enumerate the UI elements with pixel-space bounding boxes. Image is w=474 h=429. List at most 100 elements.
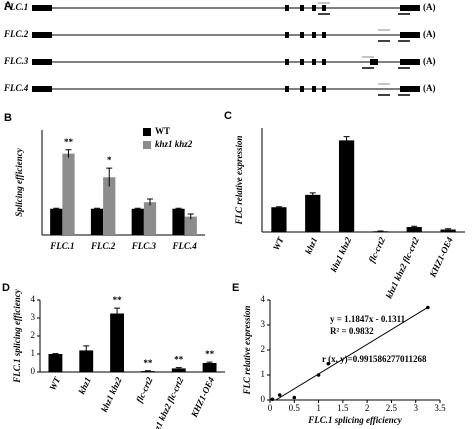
- exon: [300, 32, 304, 38]
- exon: [312, 59, 316, 65]
- exon: [32, 86, 52, 92]
- exon: [312, 86, 316, 92]
- legend-label: khz1 khz2: [155, 139, 193, 149]
- significance: **: [113, 295, 123, 305]
- error-bar: [275, 206, 282, 208]
- polya: (A): [423, 29, 436, 39]
- exon: [285, 32, 289, 38]
- error-bar: [175, 207, 182, 210]
- exon: [400, 59, 420, 65]
- exon: [32, 5, 52, 11]
- bar: [90, 208, 104, 235]
- exon: [312, 32, 316, 38]
- gene-label: FLC.1: [3, 2, 28, 12]
- significance: **: [143, 358, 153, 368]
- trendline: [275, 306, 429, 401]
- x-tick-label: khz1: [303, 235, 319, 255]
- bar: [372, 231, 389, 232]
- bar: [202, 363, 217, 372]
- x-tick-label: FLC.3: [131, 241, 157, 251]
- y-axis-label: FLC relative expression: [242, 306, 252, 396]
- x-tick-label: FLC.2: [90, 241, 116, 251]
- x-tick-label: flc-crt2: [134, 375, 155, 404]
- x-tick-label: FLC.4: [171, 241, 197, 251]
- x-tick-label: flc-crt2: [367, 235, 388, 264]
- y-tick-label: 2: [31, 330, 36, 340]
- error-bar: [65, 149, 72, 158]
- bar: [171, 368, 186, 372]
- y-tick-label: 3: [261, 319, 266, 329]
- panel-label: C: [224, 110, 232, 122]
- y-axis-label: FLC.1 splicing efficiency: [12, 288, 22, 384]
- point: [326, 361, 331, 366]
- error-bar: [83, 345, 90, 355]
- legend-swatch: [143, 141, 151, 149]
- legend-swatch: [143, 128, 151, 136]
- error-bar: [94, 207, 101, 210]
- bar: [271, 207, 287, 232]
- panel-label: E: [232, 282, 239, 294]
- exon: [370, 59, 378, 65]
- point: [277, 393, 282, 397]
- y-tick-label: 0: [261, 394, 266, 404]
- error-bar: [114, 307, 121, 319]
- exon: [32, 32, 52, 38]
- error-bar: [134, 207, 141, 210]
- panel-label: D: [2, 282, 10, 294]
- bar: [305, 194, 321, 232]
- y-tick-label: 4: [261, 294, 266, 304]
- annotation: R² = 0.9832: [330, 326, 374, 336]
- polya: (A): [423, 83, 436, 93]
- panel-label: B: [4, 112, 12, 124]
- error-bar: [106, 167, 113, 187]
- bar: [440, 229, 456, 232]
- bar: [184, 216, 197, 235]
- error-bar: [175, 367, 182, 370]
- annotation: r (x, y)=0.991586277011268: [322, 354, 427, 364]
- point: [292, 395, 297, 400]
- error-bar: [206, 361, 213, 364]
- bar: [62, 153, 75, 235]
- exon: [300, 5, 304, 11]
- bar: [79, 350, 94, 372]
- x-tick-label: 1.5: [337, 403, 349, 413]
- bar: [338, 140, 355, 232]
- bar: [50, 208, 63, 235]
- x-tick-label: FLC.1: [49, 241, 74, 251]
- exon: [285, 59, 289, 65]
- panel-label: A: [4, 0, 12, 12]
- error-bar: [187, 213, 194, 220]
- x-tick-label: 0.5: [289, 403, 301, 413]
- bar: [406, 227, 422, 232]
- exon: [322, 59, 326, 65]
- error-bar: [144, 370, 151, 372]
- polya: (A): [423, 2, 436, 12]
- exon: [32, 59, 52, 65]
- x-tick-label: 3.5: [434, 403, 446, 413]
- bar: [110, 313, 125, 372]
- x-axis-label: FLC.1 splicing efficiency: [307, 415, 403, 425]
- x-tick-label: khz1: [76, 375, 92, 395]
- exon: [322, 32, 326, 38]
- exon: [312, 5, 316, 11]
- y-tick-label: 0: [31, 366, 36, 376]
- x-tick-label: khz1 khz2: [99, 375, 124, 413]
- annotation: y = 1.1847x - 0.1311: [330, 314, 406, 324]
- x-tick-label: KHZ1-OE4: [189, 375, 217, 420]
- error-bar: [343, 136, 350, 145]
- exon: [300, 59, 304, 65]
- x-tick-label: 2: [365, 403, 370, 413]
- bar: [131, 208, 144, 235]
- significance: **: [205, 349, 215, 359]
- bar: [140, 371, 155, 372]
- x-tick-label: khz1 khz2 flc-crt2: [384, 235, 421, 300]
- y-tick-label: 2: [261, 344, 266, 354]
- y-axis-label: FLC relative expression: [234, 136, 244, 226]
- error-bar: [309, 192, 316, 197]
- exon: [400, 32, 420, 38]
- error-bar: [445, 228, 452, 231]
- y-tick-label: 1: [31, 348, 36, 358]
- error-bar: [146, 198, 153, 206]
- significance: **: [64, 137, 74, 147]
